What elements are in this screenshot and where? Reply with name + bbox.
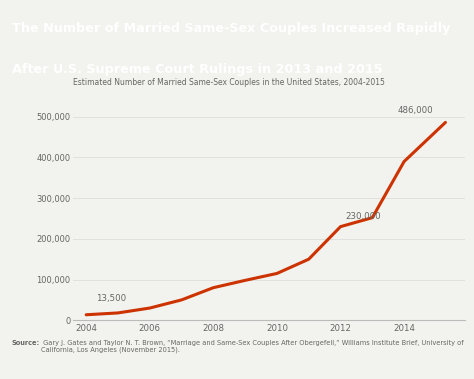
Text: 486,000: 486,000: [398, 106, 433, 115]
Text: The Number of Married Same-Sex Couples Increased Rapidly: The Number of Married Same-Sex Couples I…: [12, 22, 450, 36]
Text: Gary J. Gates and Taylor N. T. Brown, “Marriage and Same-Sex Couples After Oberg: Gary J. Gates and Taylor N. T. Brown, “M…: [41, 340, 464, 353]
Text: 230,000: 230,000: [345, 211, 381, 221]
Text: 13,500: 13,500: [96, 294, 126, 303]
Text: Estimated Number of Married Same-Sex Couples in the United States, 2004-2015: Estimated Number of Married Same-Sex Cou…: [73, 78, 385, 87]
Text: After U.S. Supreme Court Rulings in 2013 and 2015: After U.S. Supreme Court Rulings in 2013…: [12, 63, 383, 76]
Text: Source:: Source:: [12, 340, 40, 346]
